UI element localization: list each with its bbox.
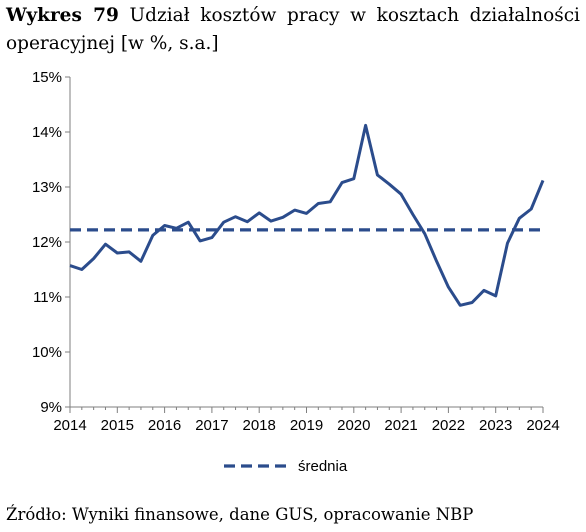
legend-label-average: średnia [298, 458, 348, 475]
line-chart: 9%10%11%12%13%14%15% 2014 2015 2016 2017 201… [32, 69, 560, 475]
x-tick-label: 2024 [526, 417, 559, 434]
y-tick-label: 10% [32, 344, 62, 361]
x-tick-label: 2020 [337, 417, 370, 434]
x-tick-label: 2023 [479, 417, 512, 434]
y-tick-label: 14% [32, 124, 62, 141]
x-tick-label: 2022 [432, 417, 465, 434]
x-tick-label: 2016 [148, 417, 181, 434]
legend: średnia [224, 458, 348, 475]
source-note: Źródło: Wyniki finansowe, dane GUS, opra… [6, 505, 474, 524]
chart-number: Wykres 79 [6, 5, 119, 26]
series-layer [69, 123, 545, 307]
y-tick-label: 9% [40, 399, 62, 416]
x-tick-label: 2014 [53, 417, 86, 434]
x-axis: 2014 2015 2016 2017 2018 2019 2020 2021 2022 2023… [53, 406, 560, 434]
y-axis: 9% 10% 11% 12% 13% 14% 15% [32, 69, 71, 416]
x-tick-label: 2015 [101, 417, 134, 434]
x-tick-label: 2017 [195, 417, 228, 434]
x-tick-label: 2018 [243, 417, 276, 434]
y-tick-label: 11% [33, 289, 62, 306]
x-tick-label: 2019 [290, 417, 323, 434]
y-tick-label: 15% [32, 69, 62, 86]
chart-title: Wykres 79 Udział kosztów pracy w kosztac… [6, 2, 580, 58]
chart-title-text: Udział kosztów pracy w kosztach działaln… [6, 5, 580, 54]
y-tick-label: 13% [32, 179, 62, 196]
y-tick-label: 12% [32, 234, 62, 251]
x-tick-label: 2021 [384, 417, 417, 434]
labor-cost-share-line [69, 123, 545, 307]
